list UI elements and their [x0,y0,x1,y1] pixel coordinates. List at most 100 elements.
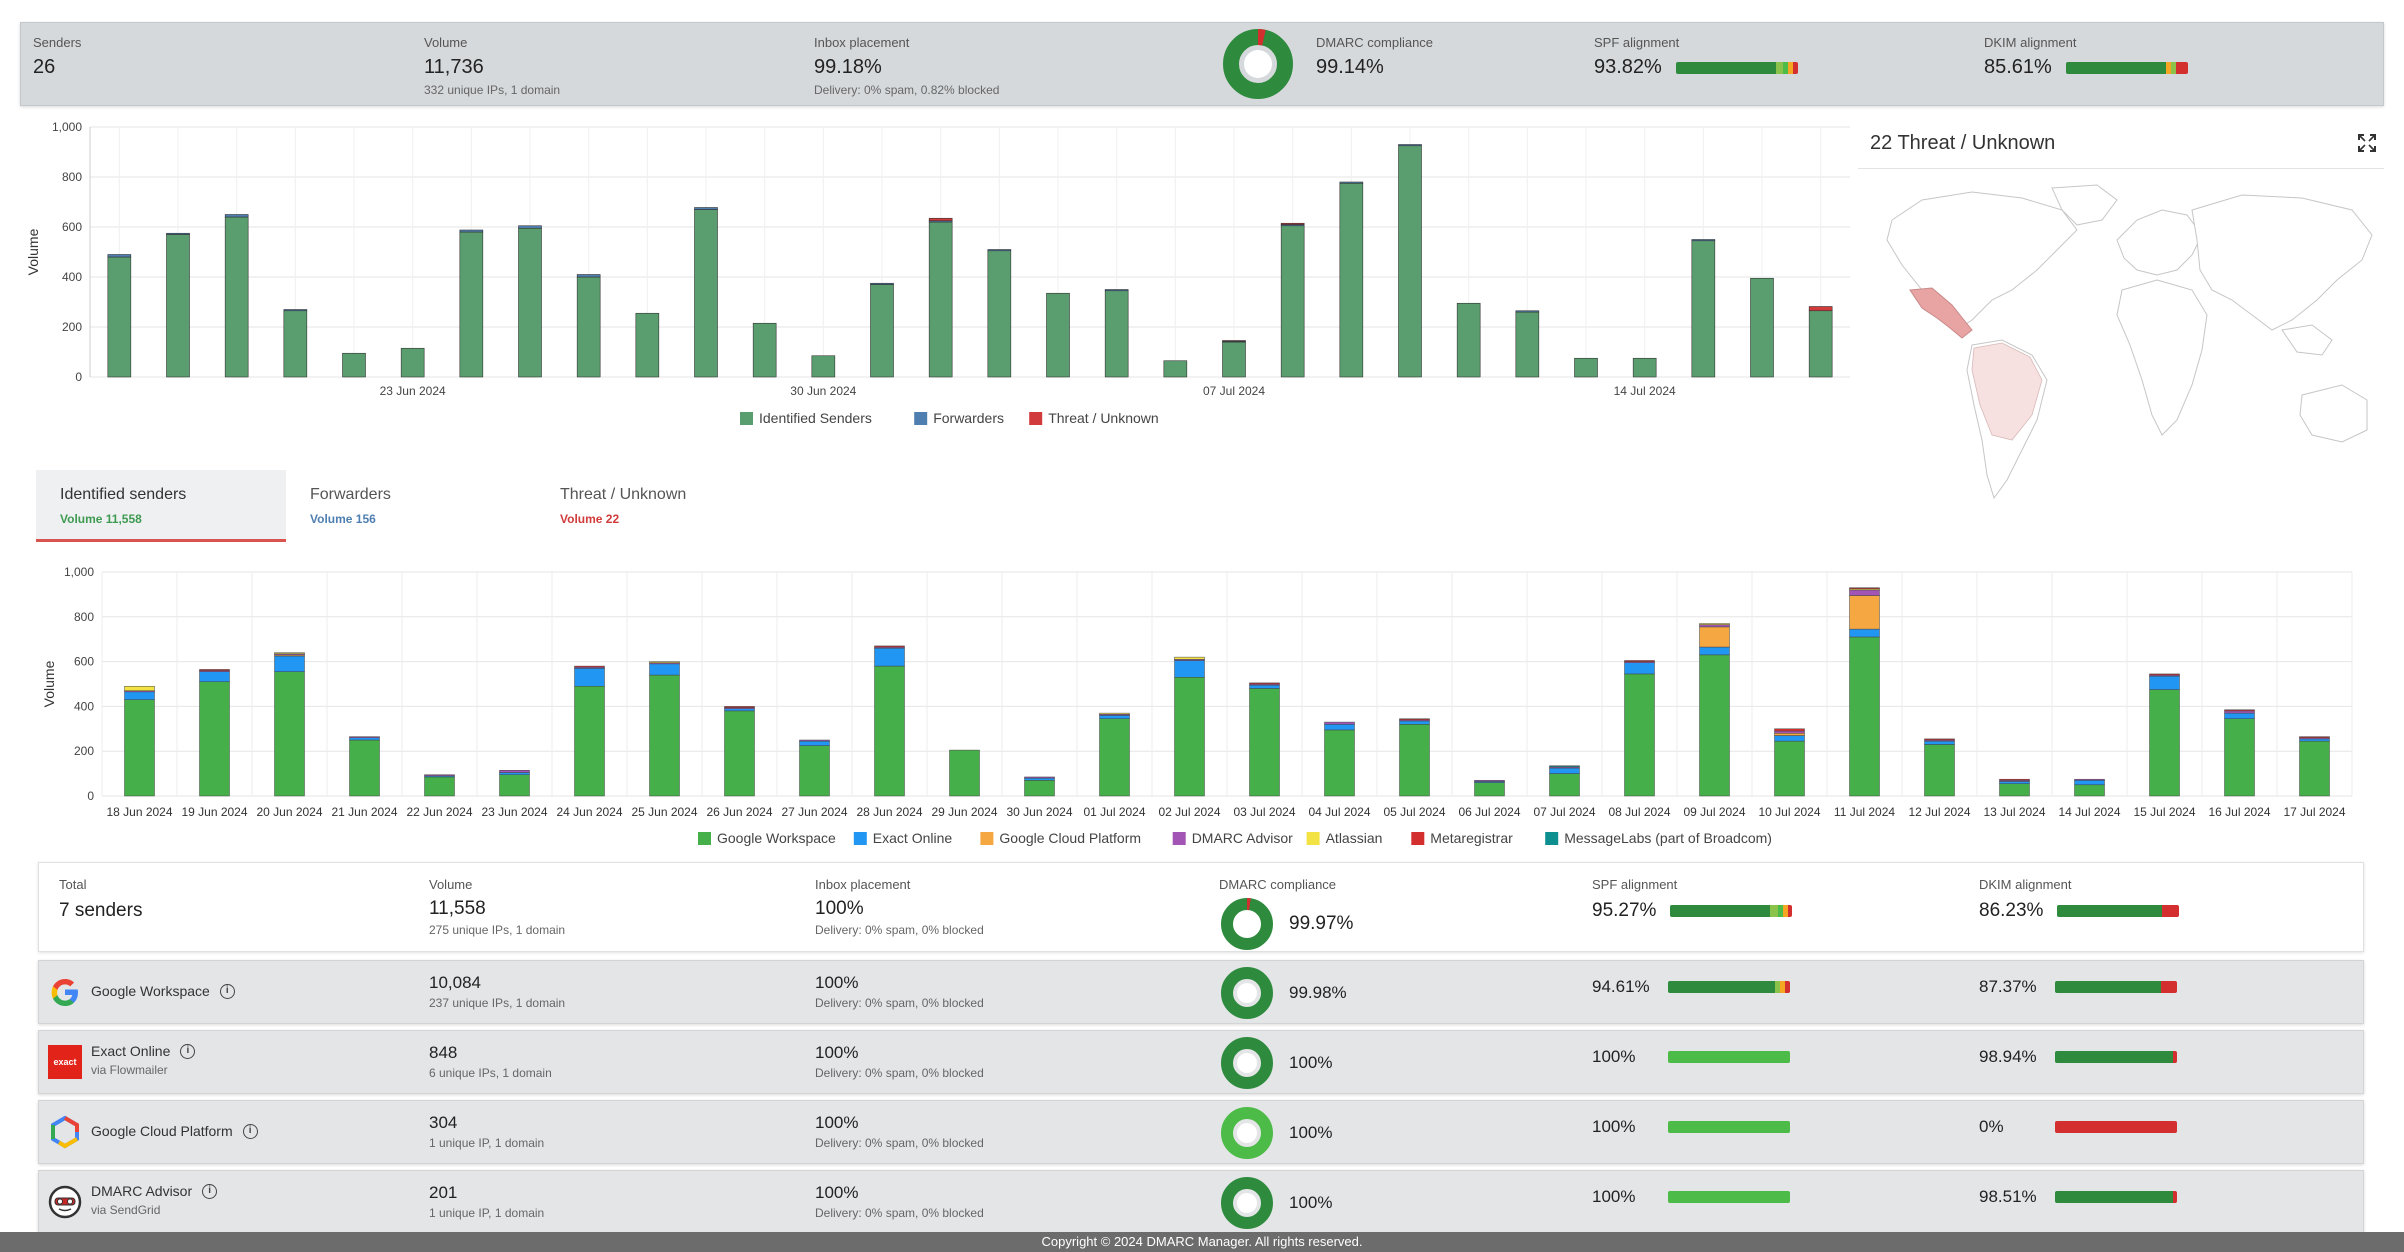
bar-exact-online[interactable] [1099,715,1130,719]
table-row[interactable]: exact Exact Online i via Flowmailer 848 6… [38,1030,2364,1094]
bar-google-workspace[interactable] [799,745,830,797]
bar-exact-online[interactable] [1624,662,1655,675]
bar-google-workspace[interactable] [1399,724,1430,797]
bar-metaregistrar[interactable] [1999,778,2030,781]
sender-name[interactable]: Google Workspace [91,983,210,999]
bar-dmarc-advisor[interactable] [1774,730,1805,734]
bar-identified-senders[interactable] [1104,290,1129,378]
bar-identified-senders[interactable] [1750,277,1774,378]
bar-metaregistrar[interactable] [2224,709,2255,712]
bar-identified-senders[interactable] [1691,240,1716,378]
bar-dmarc-advisor[interactable] [1024,776,1055,779]
bar-google-workspace[interactable] [724,710,755,797]
bar-exact-online[interactable] [1699,646,1730,656]
legend-label[interactable]: Forwarders [933,410,1004,426]
bar-dmarc-advisor[interactable] [349,736,380,739]
bar-metaregistrar[interactable] [1774,728,1805,732]
legend-label[interactable]: DMARC Advisor [1192,830,1293,846]
bar-atlassian[interactable] [274,652,305,655]
bar-forwarders[interactable] [1398,144,1422,147]
bar-exact-online[interactable] [274,655,305,672]
bar-forwarders[interactable] [166,232,190,235]
bar-google-workspace[interactable] [1099,718,1130,797]
bar-metaregistrar[interactable] [1399,718,1430,721]
bar-dmarc-advisor[interactable] [1324,721,1355,725]
bar-forwarders[interactable] [870,282,894,285]
bar-google-workspace[interactable] [424,776,455,797]
bar-identified-senders[interactable] [1808,310,1833,378]
bar-threat-unknown[interactable] [1280,222,1305,225]
bar-google-workspace[interactable] [1624,673,1655,797]
bar-google-workspace[interactable] [199,681,230,797]
table-row[interactable]: Google Workspace i 10,084 237 unique IPs,… [38,960,2364,1024]
world-map[interactable] [1862,180,2382,510]
bar-google-workspace[interactable] [1024,780,1055,797]
bar-identified-senders[interactable] [224,216,249,378]
bar-identified-senders[interactable] [1222,341,1246,378]
bar-exact-online[interactable] [349,737,380,741]
legend-label[interactable]: Atlassian [1326,830,1383,846]
tab-identified-senders[interactable]: Identified senders Volume 11,558 [36,470,286,542]
legend-label[interactable]: Metaregistrar [1430,830,1513,846]
bar-identified-senders[interactable] [518,227,542,378]
legend-label[interactable]: Threat / Unknown [1048,410,1159,426]
legend-label[interactable]: Google Cloud Platform [999,830,1141,846]
bar-metaregistrar[interactable] [1849,587,1880,590]
bar-google-workspace[interactable] [2224,718,2255,797]
bar-identified-senders[interactable] [1456,302,1481,378]
bar-google-workspace[interactable] [499,774,530,797]
bar-forwarders[interactable] [518,225,542,229]
bar-identified-senders[interactable] [1398,145,1422,378]
bar-google-workspace[interactable] [2074,784,2105,797]
bar-dmarc-advisor[interactable] [2224,710,2255,714]
legend-label[interactable]: Exact Online [873,830,953,846]
bar-identified-senders[interactable] [107,256,132,378]
bar-identified-senders[interactable] [635,312,660,378]
bar-exact-online[interactable] [2149,675,2180,690]
bar-identified-senders[interactable] [1632,357,1657,378]
bar-exact-online[interactable] [1399,720,1430,725]
bar-exact-online[interactable] [574,668,605,687]
bar-exact-online[interactable] [124,691,155,700]
bar-metaregistrar[interactable] [874,645,905,648]
bar-forwarders[interactable] [1515,310,1540,313]
bar-google-cloud-platform[interactable] [1849,595,1880,630]
bar-exact-online[interactable] [1174,660,1205,678]
bar-google-workspace[interactable] [949,749,980,797]
bar-google-workspace[interactable] [2149,689,2180,797]
bar-dmarc-advisor[interactable] [1699,624,1730,628]
bar-google-workspace[interactable] [124,699,155,797]
bar-exact-online[interactable] [649,663,680,676]
bar-google-workspace[interactable] [649,674,680,797]
bar-forwarders[interactable] [694,207,718,210]
bar-google-workspace[interactable] [1774,740,1805,797]
bar-metaregistrar[interactable] [1249,682,1280,685]
bar-google-workspace[interactable] [1474,782,1505,797]
bar-google-workspace[interactable] [1699,654,1730,797]
bar-exact-online[interactable] [1774,735,1805,742]
sender-name[interactable]: Exact Online [91,1043,171,1059]
bar-forwarders[interactable] [459,229,484,233]
bar-forwarders[interactable] [1339,181,1364,184]
legend-label[interactable]: MessageLabs (part of Broadcom) [1564,830,1772,846]
table-row[interactable]: Google Cloud Platform i 304 1 unique IP, … [38,1100,2364,1164]
bar-google-cloud-platform[interactable] [1699,626,1730,648]
bar-identified-senders[interactable] [342,352,366,378]
bar-identified-senders[interactable] [283,310,308,378]
bar-exact-online[interactable] [199,671,230,683]
tab-threat-unknown[interactable]: Threat / Unknown Volume 22 [536,470,786,542]
bar-dmarc-advisor[interactable] [1849,589,1880,596]
bar-forwarders[interactable] [987,249,1012,252]
bar-forwarders[interactable] [224,214,249,218]
bar-dmarc-advisor[interactable] [799,739,830,742]
bar-google-workspace[interactable] [1324,729,1355,797]
bar-dmarc-advisor[interactable] [424,774,455,777]
bar-atlassian[interactable] [649,661,680,663]
bar-exact-online[interactable] [1549,767,1580,774]
tab-forwarders[interactable]: Forwarders Volume 156 [286,470,536,542]
bar-metaregistrar[interactable] [199,669,230,671]
bar-identified-senders[interactable] [1163,360,1188,378]
bar-google-workspace[interactable] [349,739,380,797]
bar-forwarders[interactable] [1104,289,1129,292]
bar-google-cloud-platform[interactable] [1774,733,1805,736]
